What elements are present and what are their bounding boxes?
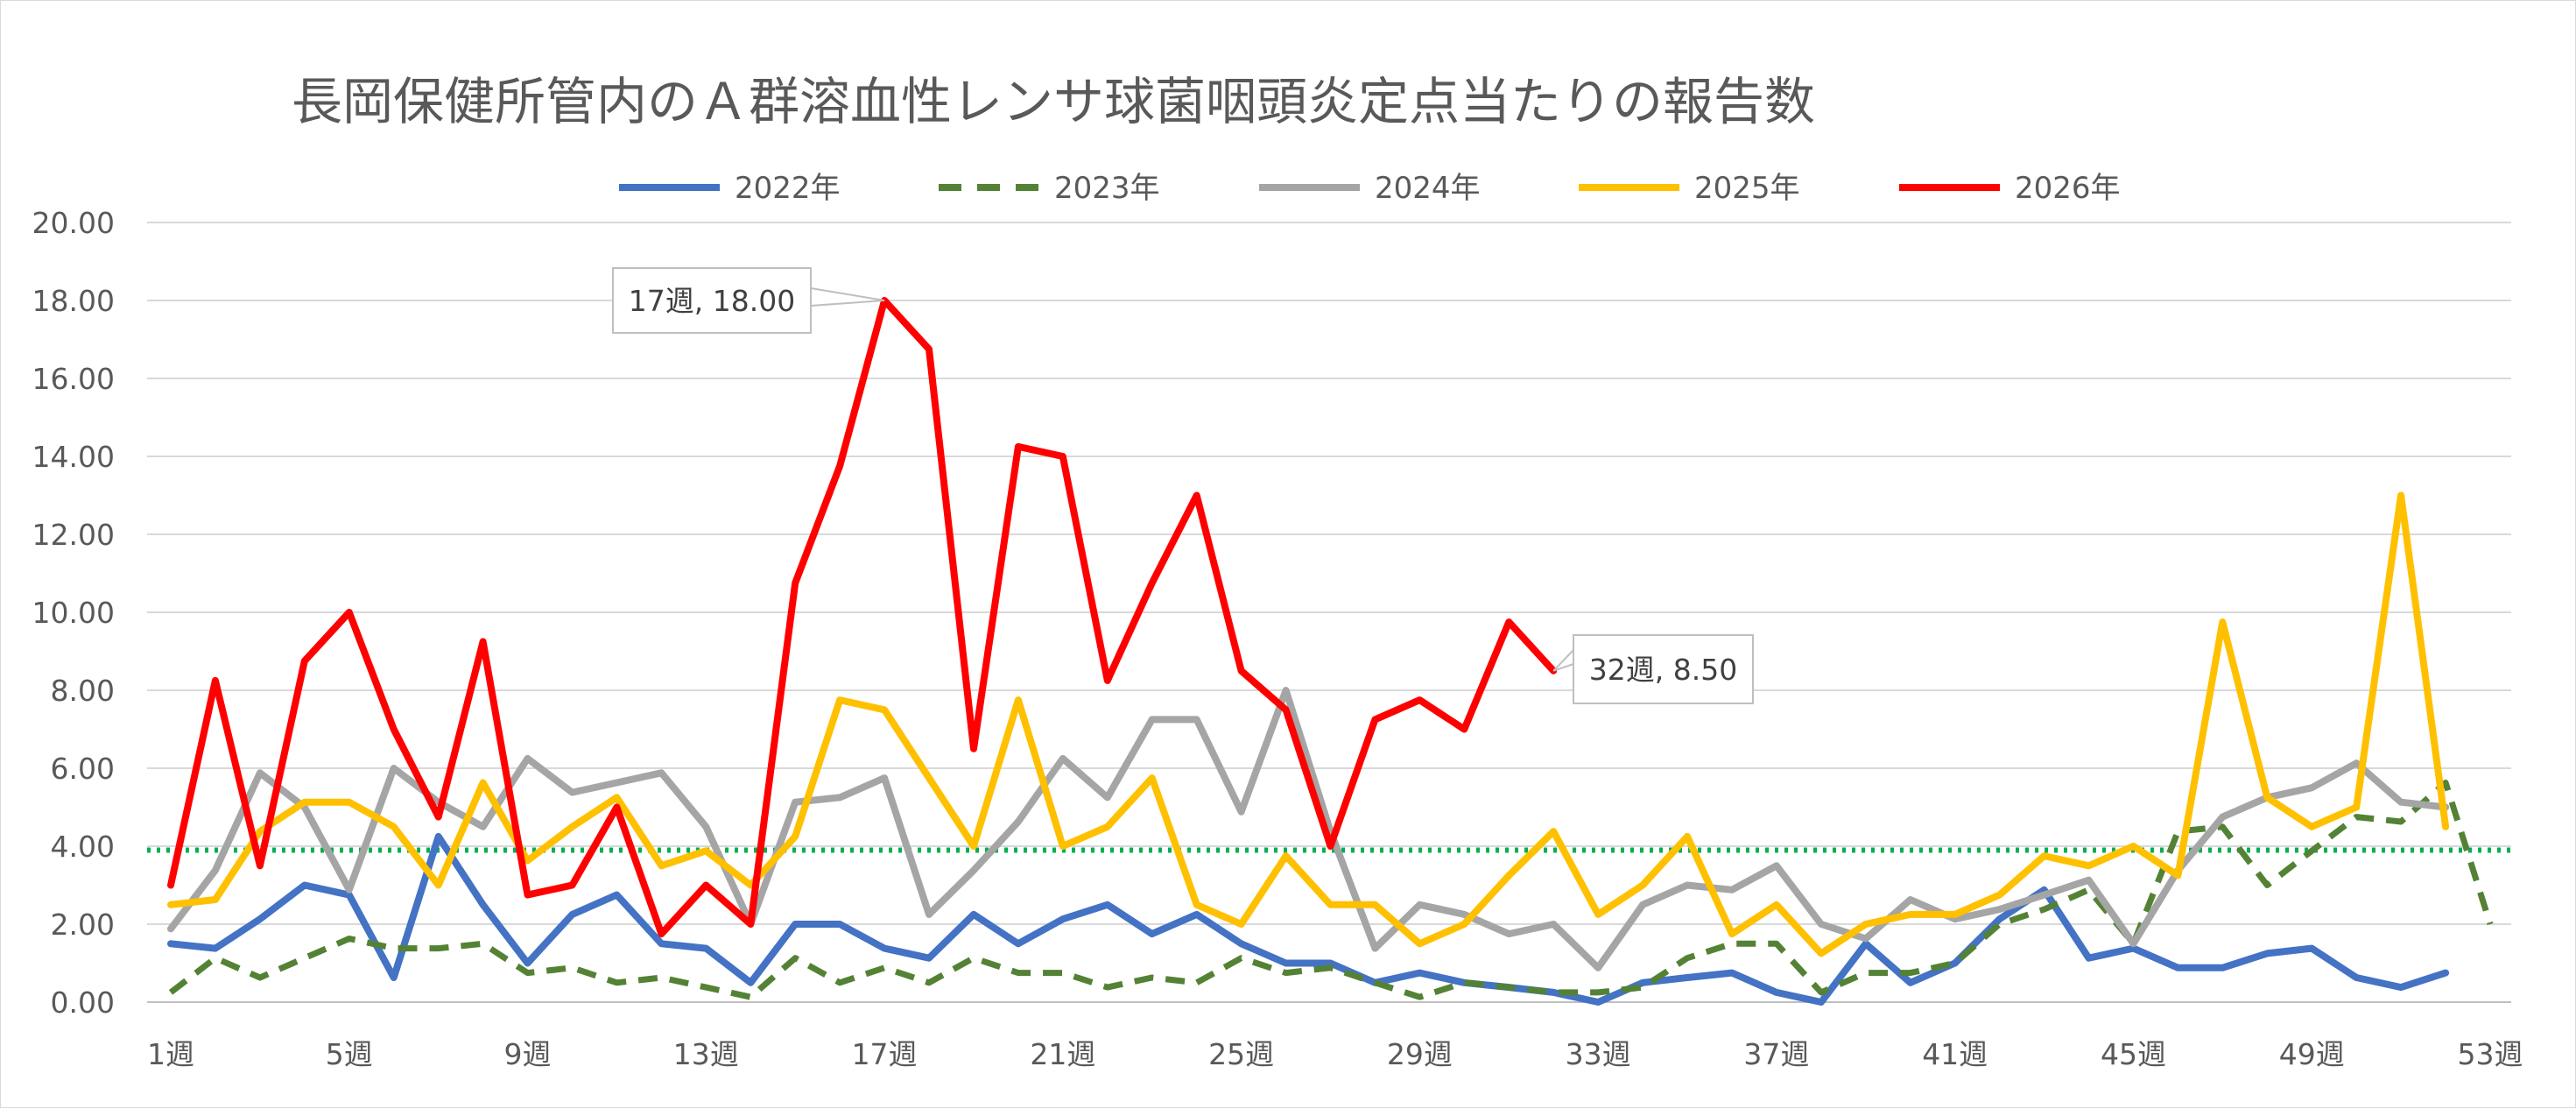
series-line-2023年 — [168, 780, 2494, 1000]
x-tick-label: 33週 — [1566, 1037, 1631, 1071]
x-tick-label: 21週 — [1030, 1037, 1095, 1071]
series-line-2025年 — [167, 491, 2450, 957]
y-axis-ticks: 0.00 2.00 4.00 6.00 8.00 10.00 12.00 14.00 16.00… — [32, 206, 115, 1020]
legend-label: 2024年 — [1375, 171, 1481, 206]
callout-pointer — [1552, 647, 1574, 672]
x-tick-label: 37週 — [1743, 1037, 1809, 1071]
callout-pointer — [810, 286, 885, 307]
y-tick-label: 8.00 — [51, 674, 115, 708]
y-tick-label: 2.00 — [51, 908, 115, 942]
x-tick-label: 45週 — [2101, 1037, 2166, 1071]
y-tick-label: 18.00 — [32, 284, 115, 318]
grid-layer — [147, 222, 2511, 1003]
legend-label: 2026年 — [2015, 171, 2121, 206]
x-tick-label: 13週 — [673, 1037, 739, 1071]
y-tick-label: 14.00 — [32, 440, 115, 474]
chart-title: 長岡保健所管内のＡ群溶血性レンサ球菌咽頭炎定点当たりの報告数 — [292, 72, 1815, 131]
callout-label: 32週, 8.50 — [1589, 653, 1737, 687]
x-tick-label: 9週 — [504, 1037, 552, 1071]
y-tick-label: 10.00 — [32, 596, 115, 630]
y-tick-label: 0.00 — [51, 985, 115, 1020]
y-tick-label: 4.00 — [51, 830, 115, 864]
annotation-layer: 17週, 18.00 32週, 8.50 — [612, 267, 1754, 704]
legend: 2022年 2023年 2024年 2025年 2026年 — [619, 171, 2121, 206]
series-layer — [167, 297, 2494, 1006]
x-tick-label: 53週 — [2458, 1037, 2523, 1071]
y-tick-label: 16.00 — [32, 362, 115, 396]
series-line-2024年 — [167, 687, 2450, 971]
x-tick-label: 29週 — [1387, 1037, 1453, 1071]
series-line-2022年 — [167, 832, 2450, 1006]
y-tick-label: 6.00 — [51, 752, 115, 786]
callout-box — [1573, 634, 1754, 704]
legend-label: 2025年 — [1694, 171, 1800, 206]
x-tick-label: 41週 — [1922, 1037, 1988, 1071]
y-tick-label: 20.00 — [32, 206, 115, 240]
legend-label: 2022年 — [735, 171, 841, 206]
x-tick-label: 25週 — [1208, 1037, 1274, 1071]
x-tick-label: 49週 — [2279, 1037, 2345, 1071]
x-tick-label: 17週 — [852, 1037, 918, 1071]
x-tick-label: 1週 — [147, 1037, 194, 1071]
callout-box — [612, 267, 812, 334]
series-line-2026年 — [167, 297, 1558, 938]
legend-label: 2023年 — [1054, 171, 1160, 206]
y-tick-label: 12.00 — [32, 518, 115, 552]
x-tick-label: 5週 — [326, 1037, 373, 1071]
callout-label: 17週, 18.00 — [629, 284, 795, 318]
x-axis-ticks: 1週 5週 9週 13週 17週 21週 25週 29週 33週 37週 41週 45週 49週 53週 — [147, 1037, 2523, 1071]
